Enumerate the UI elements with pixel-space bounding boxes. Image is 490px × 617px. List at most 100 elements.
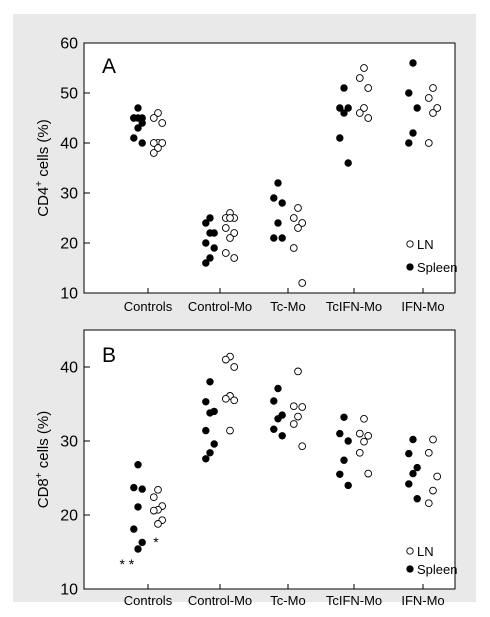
spleen-point xyxy=(270,234,278,242)
ln-point xyxy=(360,64,368,72)
spleen-point xyxy=(134,461,142,469)
spleen-point xyxy=(206,254,214,262)
spleen-point xyxy=(336,470,344,478)
ln-point xyxy=(355,429,364,438)
ln-point xyxy=(364,114,373,122)
spleen-point xyxy=(138,485,146,493)
spleen-point xyxy=(340,109,348,117)
spleen-point xyxy=(405,139,413,147)
spleen-point xyxy=(274,219,282,227)
y-tick-label: 60 xyxy=(60,36,78,53)
spleen-point xyxy=(134,545,142,553)
ln-point xyxy=(298,442,307,451)
x-tick-label: TcIFN-Mo xyxy=(326,299,382,314)
spleen-point xyxy=(206,378,214,386)
ln-point xyxy=(294,204,302,212)
x-tick-label: Controls xyxy=(124,593,173,608)
ln-point xyxy=(149,493,158,502)
x-tick-label: Control-Mo xyxy=(188,299,252,314)
ln-point xyxy=(289,214,298,222)
panel-label: A xyxy=(102,55,116,78)
plot-area xyxy=(83,329,456,590)
spleen-point xyxy=(409,59,417,67)
spleen-point xyxy=(206,409,214,417)
spleen-point xyxy=(202,259,210,267)
y-tick-label: 40 xyxy=(60,136,78,153)
ln-point xyxy=(424,499,433,508)
spleen-point xyxy=(405,480,413,488)
spleen-point xyxy=(274,384,282,393)
ln-point xyxy=(429,84,437,92)
ln-point xyxy=(429,486,437,495)
spleen-point xyxy=(138,119,146,127)
ln-point xyxy=(298,403,307,411)
ln-point xyxy=(230,396,239,405)
spleen-point xyxy=(206,229,214,237)
y-tick-label: 40 xyxy=(60,360,78,377)
ln-point xyxy=(360,437,368,446)
spleen-point xyxy=(344,159,352,167)
y-tick-label: 20 xyxy=(60,236,78,253)
ln-point xyxy=(355,109,364,117)
spleen-point xyxy=(405,89,413,97)
spleen-point xyxy=(134,124,142,132)
legend-label: Spleen xyxy=(417,562,457,577)
legend-open-circle-icon xyxy=(406,547,414,555)
ln-point xyxy=(429,109,437,117)
spleen-point xyxy=(340,413,348,421)
spleen-point xyxy=(206,449,214,457)
ln-point xyxy=(298,219,307,227)
legend: LN Spleen xyxy=(406,544,457,577)
y-tick-label: 20 xyxy=(60,508,78,525)
ln-point xyxy=(221,249,230,257)
spleen-point xyxy=(274,415,282,423)
spleen-point xyxy=(202,219,210,227)
ln-point xyxy=(230,229,239,237)
spleen-point xyxy=(134,503,142,511)
ln-point xyxy=(364,469,373,478)
y-tick-label: 10 xyxy=(60,582,78,599)
ln-point xyxy=(294,367,302,376)
spleen-point xyxy=(202,398,210,406)
spleen-point xyxy=(270,425,278,433)
spleen-point xyxy=(336,104,344,112)
y-tick-label: 50 xyxy=(60,86,78,103)
ln-point xyxy=(226,234,234,242)
spleen-point xyxy=(278,432,286,440)
ln-point xyxy=(221,394,230,403)
y-tick-label: 10 xyxy=(60,286,78,303)
spleen-point xyxy=(210,440,218,448)
ln-point xyxy=(355,448,364,457)
spleen-point xyxy=(413,463,421,472)
ln-point xyxy=(364,431,373,440)
ln-point xyxy=(298,279,307,287)
ln-point xyxy=(149,139,158,147)
spleen-point xyxy=(138,139,146,147)
legend-label: LN xyxy=(417,544,434,559)
ln-point xyxy=(294,412,302,421)
x-tick-label: Control-Mo xyxy=(188,593,252,608)
spleen-point xyxy=(130,134,138,142)
ln-point xyxy=(360,414,368,423)
ln-point xyxy=(289,420,298,428)
legend: LN Spleen xyxy=(406,237,457,275)
spleen-point xyxy=(202,239,210,247)
spleen-point xyxy=(409,129,417,137)
spleen-point xyxy=(278,234,286,242)
spleen-point xyxy=(134,104,142,112)
spleen-point xyxy=(336,429,344,438)
legend-filled-circle-icon xyxy=(406,565,414,573)
legend-open-circle-icon xyxy=(406,240,414,248)
ln-point xyxy=(154,485,162,494)
legend-label: LN xyxy=(417,237,434,252)
x-tick-label: IFN-Mo xyxy=(401,593,444,608)
spleen-point xyxy=(409,435,417,444)
spleen-point xyxy=(344,104,352,112)
ln-point xyxy=(360,104,368,112)
ln-point xyxy=(158,119,167,127)
spleen-point xyxy=(202,426,210,435)
ln-point xyxy=(424,94,433,102)
spleen-point xyxy=(344,481,352,490)
